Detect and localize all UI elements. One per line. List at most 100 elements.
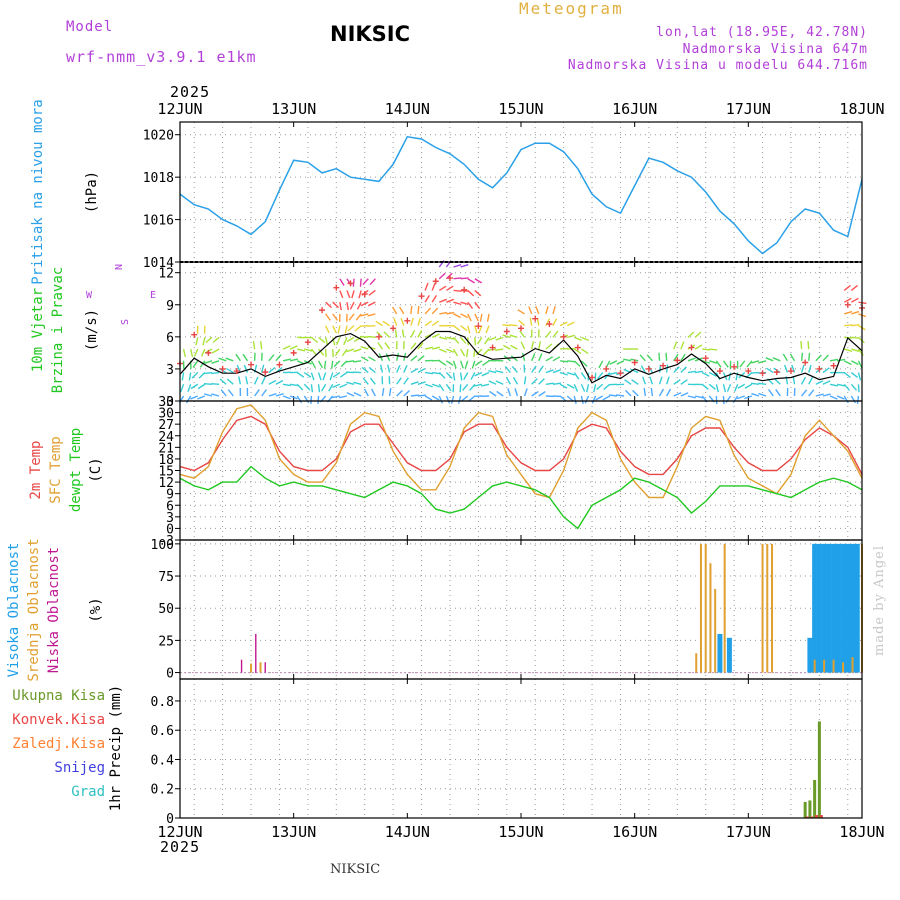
wind-arrow [268, 366, 276, 374]
wind-arrow [192, 360, 199, 368]
clouds-y-tick-label: 50 [158, 602, 174, 617]
wind-arrow [470, 372, 476, 380]
wind-arrow [243, 364, 249, 373]
wind-arrow [218, 357, 227, 362]
wind-arrow [701, 360, 711, 364]
wind-arrow [580, 395, 584, 404]
wind-arrow [334, 348, 341, 357]
precip-y-tick-label: 0.4 [151, 753, 175, 768]
wind-arrow [567, 360, 576, 363]
wind-gust-marker [645, 365, 652, 372]
wind-arrow [346, 360, 355, 363]
precip-y-tick-label: 0.6 [151, 724, 174, 739]
wind-arrow [615, 394, 625, 397]
wind-arrow [360, 301, 369, 307]
wind-arrow [417, 329, 423, 338]
wind-arrow [566, 383, 575, 389]
wind-arrow [709, 348, 718, 351]
wind-arrow [733, 383, 739, 392]
temperature-y-tick-label: 18 [158, 453, 174, 468]
wind-y-tick-label: 6 [166, 331, 174, 346]
wind-arrow [259, 341, 263, 350]
pressure-y-tick-label: 1020 [143, 129, 174, 144]
wind-arrow [343, 337, 348, 346]
wind-arrow [417, 394, 427, 397]
wind-arrow [347, 325, 355, 332]
x-tick-label-top: 14JUN [385, 100, 430, 118]
wind-arrow [851, 324, 860, 327]
wind-gust-marker [361, 291, 368, 298]
wind-gust-marker [830, 362, 837, 369]
wind-arrow [403, 389, 411, 397]
wind-y-tick-label: 12 [158, 267, 174, 282]
wind-arrow [289, 345, 298, 350]
wind-arrow [331, 395, 340, 399]
precip-legend-item: Ukupna Kisa [12, 688, 105, 704]
wind-gust-marker [745, 368, 752, 375]
cloud-bar [714, 588, 717, 673]
wind-arrow [417, 317, 421, 326]
wind-arrow [446, 285, 454, 292]
cloud-bar [766, 543, 769, 673]
wind-arrow [815, 380, 824, 385]
wind-arrow [360, 324, 369, 327]
wind-arrow [282, 345, 291, 350]
wind-arrow [202, 337, 206, 346]
wind-arrow [367, 335, 376, 339]
wind-arrow [367, 313, 376, 317]
wind-arrow [474, 313, 479, 322]
wind-arrow [332, 337, 336, 346]
wind-arrow [658, 388, 665, 397]
wind-arrow [453, 263, 462, 268]
cloud-bar [813, 659, 816, 673]
model-run: wrf-nmm_v3.9.1 e1km [66, 48, 257, 66]
wind-arrow [431, 282, 436, 291]
precip-bar [810, 816, 814, 818]
wind-arrow [495, 380, 504, 385]
wind-arrow [466, 349, 469, 358]
wind-arrow [726, 383, 732, 392]
wind-arrow [393, 317, 398, 326]
wind-arrow [189, 348, 194, 358]
wind-arrow [204, 360, 213, 364]
wind-arrow [581, 348, 589, 355]
clouds-frame [179, 539, 863, 680]
wind-arrow [391, 306, 398, 315]
wind-arrow [843, 297, 852, 303]
cloud-bar [250, 663, 253, 673]
wind-arrow [791, 364, 796, 373]
wind-arrow [519, 330, 526, 338]
wind-arrow [758, 382, 767, 385]
wind-arrow [360, 313, 369, 317]
wind-gust-marker [432, 278, 439, 285]
wind-arrow [446, 298, 455, 303]
cloud-bar [709, 563, 712, 673]
wind-arrow [511, 365, 518, 373]
precip-frame [179, 678, 863, 819]
cloud-bar [771, 543, 774, 673]
wind-arrow [439, 298, 448, 303]
wind-arrow [836, 383, 846, 387]
wind-arrow [356, 301, 362, 310]
wind-arrow [387, 364, 391, 373]
wind-arrow [446, 336, 455, 340]
wind-arrow [784, 364, 789, 373]
wind-arrow [538, 390, 546, 397]
wind-gust-marker [418, 293, 425, 300]
wind-arrow [193, 348, 199, 357]
wind-arrow [775, 389, 781, 397]
wind-arrow [417, 305, 420, 314]
wind-arrow [227, 389, 234, 397]
chart-title: Meteogram [519, 0, 624, 18]
wind-arrow [368, 366, 376, 374]
wind-arrow [367, 324, 376, 327]
x-tick-label-top: 17JUN [726, 100, 771, 118]
wind-arrow [431, 395, 440, 401]
wind-arrow [445, 383, 452, 392]
precip-ylabel: 1hr Precip (mm) [108, 685, 124, 811]
wind-arrow [476, 336, 483, 345]
wind-arrow [573, 383, 579, 392]
wind-arrow [473, 383, 483, 387]
wind-arrow [368, 289, 376, 296]
